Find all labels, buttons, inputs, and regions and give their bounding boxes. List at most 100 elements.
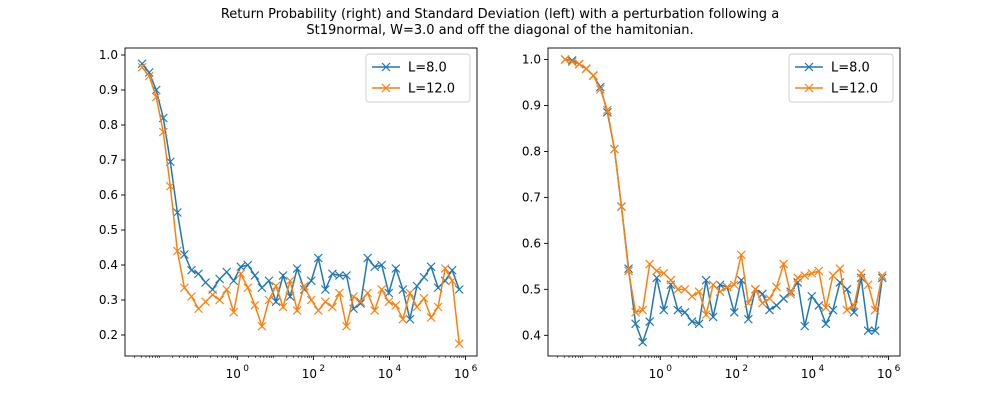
data-point-marker bbox=[673, 284, 683, 294]
data-point-marker bbox=[278, 271, 288, 280]
y-tick-label: 0.8 bbox=[99, 118, 118, 132]
data-point-marker bbox=[870, 305, 880, 315]
data-point-marker bbox=[645, 317, 655, 326]
data-point-marker bbox=[236, 269, 246, 279]
data-point-marker bbox=[807, 268, 817, 278]
y-tick-label: 0.4 bbox=[99, 258, 118, 272]
data-point-marker bbox=[574, 59, 584, 69]
data-point-marker bbox=[750, 284, 760, 294]
data-point-marker bbox=[821, 303, 831, 313]
data-point-marker bbox=[313, 306, 323, 315]
data-point-marker bbox=[765, 294, 774, 303]
data-point-marker bbox=[179, 250, 189, 259]
x-tick-exponent: 6 bbox=[895, 364, 901, 374]
data-point-marker bbox=[743, 298, 753, 308]
data-point-marker bbox=[306, 295, 316, 305]
legend: L=8.0 L=12.0 bbox=[788, 53, 894, 103]
data-point-marker bbox=[257, 321, 267, 331]
y-tick-label: 0.5 bbox=[99, 223, 118, 237]
data-point-marker bbox=[243, 260, 253, 270]
data-point-marker bbox=[208, 290, 218, 300]
data-point-marker bbox=[821, 319, 831, 329]
data-point-marker bbox=[729, 307, 739, 317]
data-point-marker bbox=[285, 276, 295, 286]
data-point-marker bbox=[292, 264, 302, 273]
data-point-marker bbox=[807, 291, 817, 301]
data-point-marker bbox=[645, 259, 655, 269]
data-point-marker bbox=[151, 92, 161, 102]
data-point-marker bbox=[187, 292, 196, 301]
data-point-marker bbox=[158, 127, 168, 137]
data-point-marker bbox=[215, 295, 225, 305]
left-panel-std-deviation: 0.20.30.40.50.60.70.80.91.010 0 10 2 10 4 10 6L… bbox=[99, 47, 478, 381]
data-point-marker bbox=[715, 287, 725, 297]
data-point-marker bbox=[447, 276, 457, 286]
data-point-marker bbox=[567, 57, 577, 67]
y-tick-label: 0.7 bbox=[522, 190, 541, 204]
data-point-marker bbox=[250, 300, 260, 310]
data-point-marker bbox=[229, 307, 239, 317]
data-point-marker bbox=[384, 297, 394, 307]
data-point-marker bbox=[412, 302, 422, 312]
data-point-marker bbox=[137, 59, 147, 69]
data-point-marker bbox=[701, 310, 711, 320]
data-point-marker bbox=[638, 305, 648, 315]
data-point-marker bbox=[828, 271, 838, 280]
data-point-marker bbox=[666, 275, 676, 285]
data-point-marker bbox=[772, 282, 781, 292]
data-point-marker bbox=[271, 297, 281, 307]
data-point-marker bbox=[708, 280, 718, 290]
y-tick-label: 1.0 bbox=[522, 52, 541, 66]
data-point-marker bbox=[842, 305, 852, 315]
y-tick-label: 0.8 bbox=[522, 144, 541, 158]
data-point-marker bbox=[617, 202, 626, 212]
data-point-marker bbox=[194, 269, 203, 279]
x-tick-label: 10 bbox=[378, 367, 393, 381]
data-point-marker bbox=[412, 281, 422, 291]
data-point-marker bbox=[701, 275, 711, 285]
data-point-marker bbox=[137, 62, 147, 72]
data-point-marker bbox=[236, 262, 246, 272]
legend-item: L=12.0 bbox=[372, 82, 455, 97]
data-point-marker bbox=[638, 337, 648, 347]
data-point-marker bbox=[454, 285, 464, 294]
y-tick-label: 0.4 bbox=[522, 328, 541, 342]
series-L12 bbox=[137, 62, 464, 349]
x-tick-exponent: 2 bbox=[742, 364, 748, 374]
data-point-marker bbox=[814, 301, 824, 310]
data-point-marker bbox=[264, 276, 274, 286]
data-point-marker bbox=[398, 285, 408, 294]
data-point-marker bbox=[426, 313, 436, 322]
legend-label: L=12.0 bbox=[831, 82, 878, 97]
data-point-marker bbox=[849, 307, 859, 317]
data-point-marker bbox=[370, 262, 380, 272]
data-point-marker bbox=[398, 314, 408, 324]
data-point-marker bbox=[342, 271, 351, 280]
data-point-marker bbox=[828, 305, 838, 315]
data-point-marker bbox=[610, 144, 619, 154]
data-point-marker bbox=[800, 321, 810, 331]
x-tick-exponent: 4 bbox=[395, 364, 401, 374]
data-point-marker bbox=[835, 264, 845, 274]
data-point-marker bbox=[320, 285, 330, 294]
y-tick-label: 1.0 bbox=[99, 48, 118, 62]
data-point-marker bbox=[779, 294, 789, 303]
data-point-marker bbox=[659, 305, 669, 315]
data-point-marker bbox=[257, 283, 267, 293]
data-point-marker bbox=[765, 305, 774, 315]
data-point-marker bbox=[772, 301, 781, 310]
y-tick-label: 0.6 bbox=[99, 188, 118, 202]
y-tick-label: 0.2 bbox=[99, 328, 118, 342]
data-point-marker bbox=[426, 262, 436, 272]
data-point-marker bbox=[715, 280, 725, 290]
data-point-marker bbox=[363, 288, 373, 298]
data-point-marker bbox=[377, 285, 387, 294]
data-point-marker bbox=[194, 304, 203, 314]
data-point-marker bbox=[652, 273, 662, 283]
data-point-marker bbox=[856, 268, 866, 278]
data-point-marker bbox=[680, 284, 690, 294]
data-point-marker bbox=[659, 268, 669, 278]
x-tick-label: 10 bbox=[226, 367, 241, 381]
data-point-marker bbox=[215, 274, 225, 284]
